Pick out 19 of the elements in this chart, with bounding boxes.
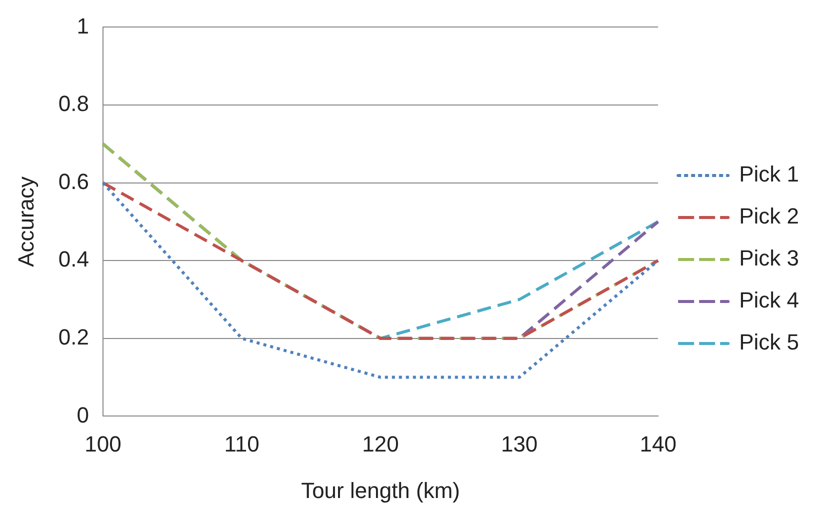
y-tick-label: 1 xyxy=(76,13,89,38)
x-tick-label: 140 xyxy=(640,431,676,456)
y-axis-title: Accuracy xyxy=(13,176,38,267)
legend-label: Pick 2 xyxy=(739,204,800,229)
legend-label: Pick 3 xyxy=(739,246,800,271)
legend-label: Pick 5 xyxy=(739,330,800,355)
x-tick-label: 100 xyxy=(84,431,122,456)
y-tick-label: 0.8 xyxy=(58,91,89,116)
y-tick-label: 0.6 xyxy=(58,168,89,194)
x-tick-label: 130 xyxy=(500,431,538,456)
legend-label: Pick 4 xyxy=(739,288,800,313)
line-series xyxy=(101,181,660,379)
y-tick-label: 0.4 xyxy=(58,246,89,272)
x-axis-title: Tour length (km) xyxy=(301,478,460,503)
y-tick-label: 0.2 xyxy=(58,324,89,350)
x-tick-label: 110 xyxy=(224,431,260,456)
y-tick-label: 0 xyxy=(76,402,89,428)
x-tick-label: 120 xyxy=(362,431,399,456)
legend-label: Pick 1 xyxy=(739,162,800,187)
